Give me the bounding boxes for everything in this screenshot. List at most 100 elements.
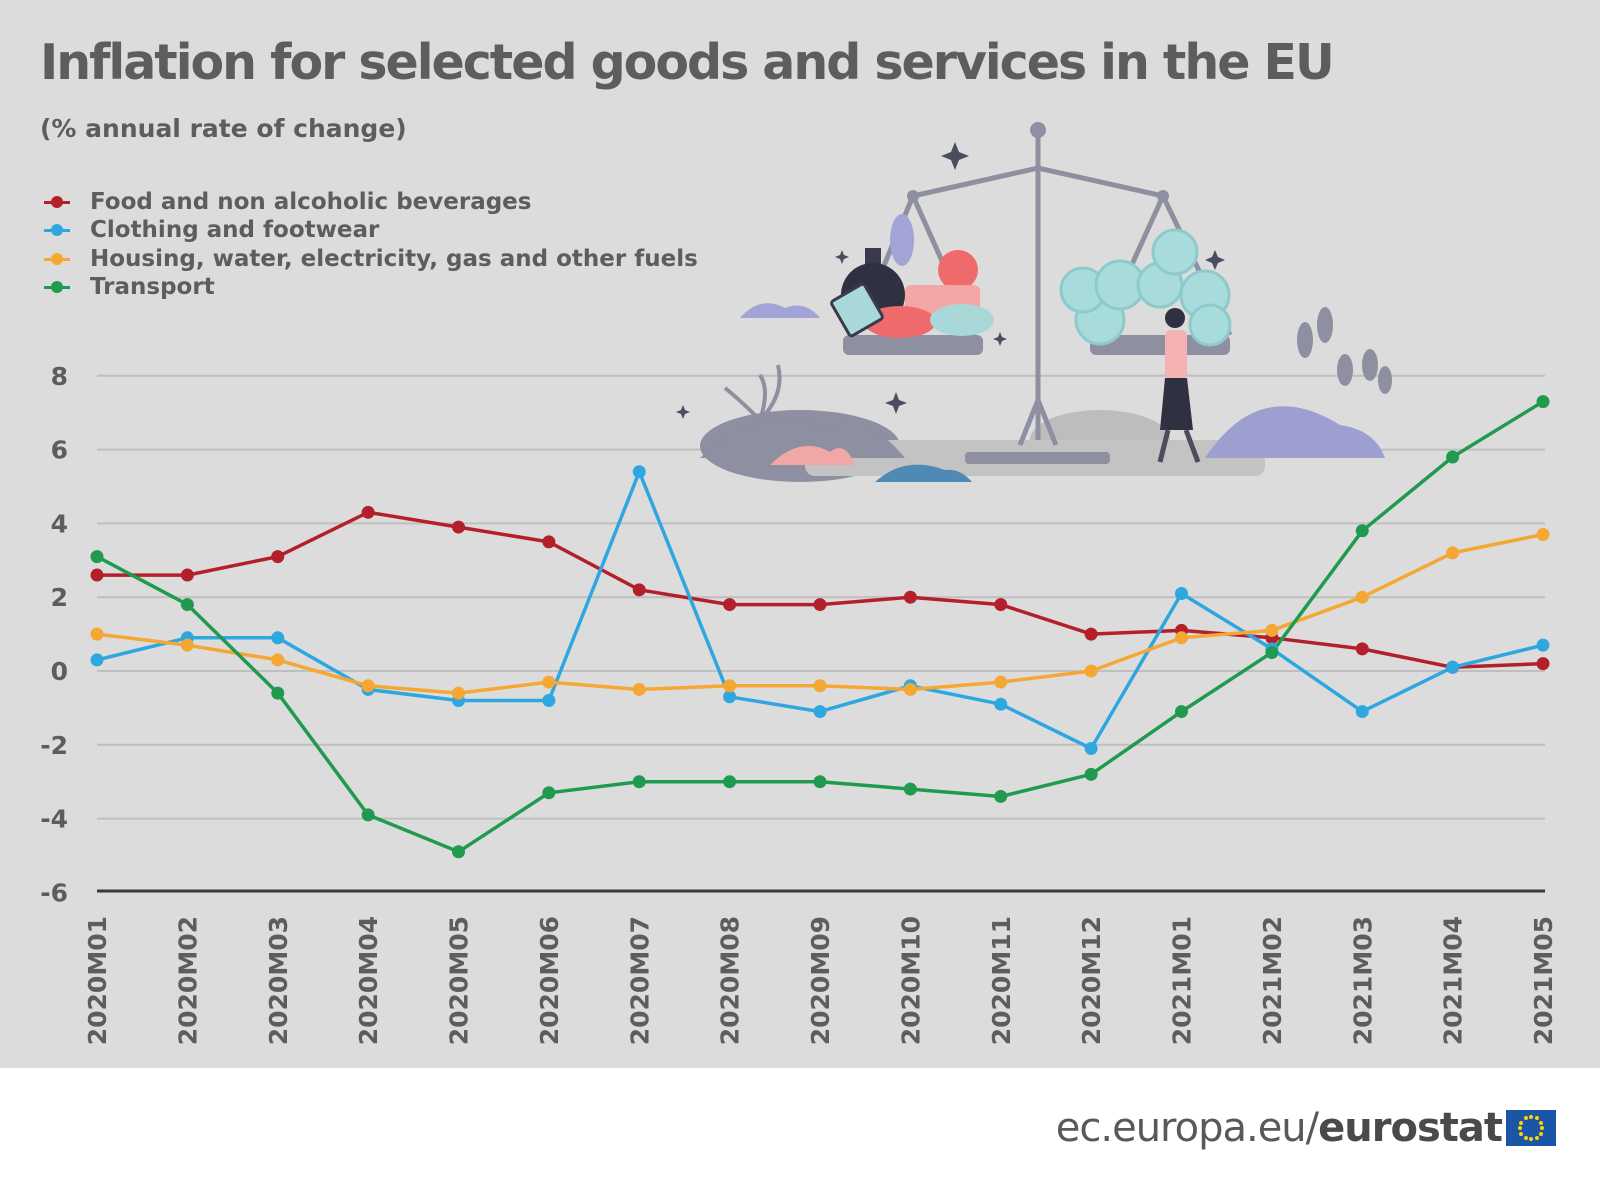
data-point-housing: [813, 679, 827, 693]
eu-star-icon: [1519, 1131, 1524, 1136]
plant-left-icon: [723, 364, 782, 422]
x-tick-label: 2020M11: [987, 916, 1016, 1045]
x-tick-label: 2021M04: [1439, 916, 1468, 1045]
footer-url: ec.europa.eu/eurostat: [1055, 1105, 1503, 1151]
data-point-food: [1536, 657, 1550, 671]
data-point-transport: [632, 775, 646, 789]
footer-domain: ec.europa.eu/: [1055, 1105, 1319, 1151]
data-point-clothing: [1536, 638, 1550, 652]
x-tick-label: 2020M09: [806, 916, 835, 1045]
x-tick-label: 2021M01: [1168, 916, 1197, 1045]
data-point-housing: [1175, 631, 1188, 645]
data-point-housing: [271, 653, 285, 667]
y-tick-label: -4: [40, 805, 68, 834]
cloud-lilac-icon: [740, 303, 820, 318]
data-point-food: [723, 598, 737, 612]
x-tick-label: 2020M04: [354, 916, 383, 1045]
data-point-housing: [452, 686, 465, 700]
eu-star-icon: [1523, 1135, 1528, 1140]
series-markers: [90, 395, 1550, 859]
bush-right-icon: [1205, 406, 1385, 458]
data-point-housing: [632, 682, 646, 696]
sparkle-icons: [676, 142, 1225, 419]
data-point-transport: [361, 808, 375, 822]
data-point-transport: [1175, 705, 1188, 719]
y-tick-label: 0: [51, 657, 68, 686]
x-tick-label: 2020M10: [896, 916, 925, 1045]
chart-title: Inflation for selected goods and service…: [40, 34, 1335, 91]
series-line-food: [97, 510, 1544, 670]
legend-label-housing: Housing, water, electricity, gas and oth…: [90, 245, 698, 272]
data-point-transport: [271, 686, 285, 700]
data-point-housing: [180, 638, 194, 652]
x-tick-label: 2020M06: [535, 916, 564, 1045]
y-tick-label: 4: [51, 509, 68, 538]
data-point-housing: [723, 679, 737, 693]
eu-star-icon: [1518, 1126, 1522, 1130]
x-tick-label: 2021M05: [1529, 916, 1558, 1045]
eu-star-icon: [1529, 1137, 1533, 1141]
series-line-housing: [96, 532, 1544, 695]
data-point-clothing: [813, 705, 827, 719]
data-point-housing: [542, 675, 556, 689]
y-tick-label: 8: [51, 362, 68, 391]
x-axis-ticks: 2020M01 2020M02 2020M03 2020M04 2020M05 2020M…: [83, 916, 1558, 1045]
legend-label-clothing: Clothing and footwear: [90, 217, 380, 244]
data-point-food: [452, 520, 465, 534]
data-point-housing: [90, 627, 104, 641]
x-tick-label: 2020M05: [445, 916, 474, 1045]
chart-subtitle: (% annual rate of change): [40, 114, 407, 143]
legend-label-transport: Transport: [90, 273, 215, 300]
legend-marker-transport: [51, 280, 63, 293]
x-tick-label: 2020M08: [716, 916, 745, 1045]
euro-coins-icon: [1059, 228, 1232, 347]
data-point-housing: [361, 679, 375, 693]
data-point-clothing: [271, 631, 285, 645]
data-point-food: [271, 550, 285, 564]
data-point-transport: [180, 598, 194, 612]
data-point-food: [1084, 627, 1098, 641]
data-point-transport: [1265, 646, 1279, 660]
y-tick-label: -2: [40, 731, 68, 760]
data-point-food: [1355, 642, 1369, 656]
y-tick-label: 2: [51, 583, 68, 612]
y-tick-label: 6: [51, 436, 68, 465]
data-point-housing: [903, 682, 917, 696]
legend-marker-housing: [51, 252, 63, 265]
data-point-transport: [452, 845, 465, 859]
data-point-clothing: [723, 690, 737, 704]
line-chart: 8 6 4 2 0 -2 -4 -6 2020M01 2020M02 2020M03 2020M04…: [40, 122, 1558, 1045]
data-point-transport: [994, 789, 1008, 803]
leaves-right-icon: [1297, 307, 1392, 394]
data-point-clothing: [1446, 660, 1460, 674]
y-axis-ticks: 8 6 4 2 0 -2 -4 -6: [40, 362, 68, 908]
data-point-clothing: [1355, 705, 1369, 719]
cloud-blue-icon: [875, 464, 972, 482]
data-point-transport: [1446, 450, 1460, 464]
data-point-transport: [542, 786, 556, 800]
data-point-clothing: [1084, 741, 1098, 755]
data-point-clothing: [542, 694, 556, 708]
bush-left-icon: [700, 419, 905, 458]
data-point-housing: [1536, 527, 1550, 541]
data-point-clothing: [994, 697, 1008, 711]
data-point-clothing: [632, 465, 646, 479]
data-point-food: [632, 583, 646, 597]
eu-star-icon: [1540, 1126, 1544, 1130]
x-tick-label: 2021M03: [1348, 916, 1377, 1045]
data-point-housing: [1446, 546, 1460, 560]
eu-star-icon: [1538, 1120, 1543, 1125]
x-tick-label: 2020M03: [264, 916, 293, 1045]
data-point-transport: [1355, 524, 1369, 538]
data-point-food: [813, 598, 827, 612]
scale-illustration: [676, 122, 1392, 482]
eu-star-icon: [1523, 1116, 1528, 1121]
woman-figure-icon: [1157, 308, 1201, 463]
cloud-pink-icon: [770, 445, 855, 465]
legend-label-food: Food and non alcoholic beverages: [90, 189, 532, 215]
data-point-clothing: [1175, 587, 1188, 601]
x-tick-label: 2021M02: [1258, 916, 1287, 1045]
data-point-food: [361, 505, 375, 519]
eu-star-icon: [1534, 1135, 1539, 1140]
data-point-food: [903, 590, 917, 604]
